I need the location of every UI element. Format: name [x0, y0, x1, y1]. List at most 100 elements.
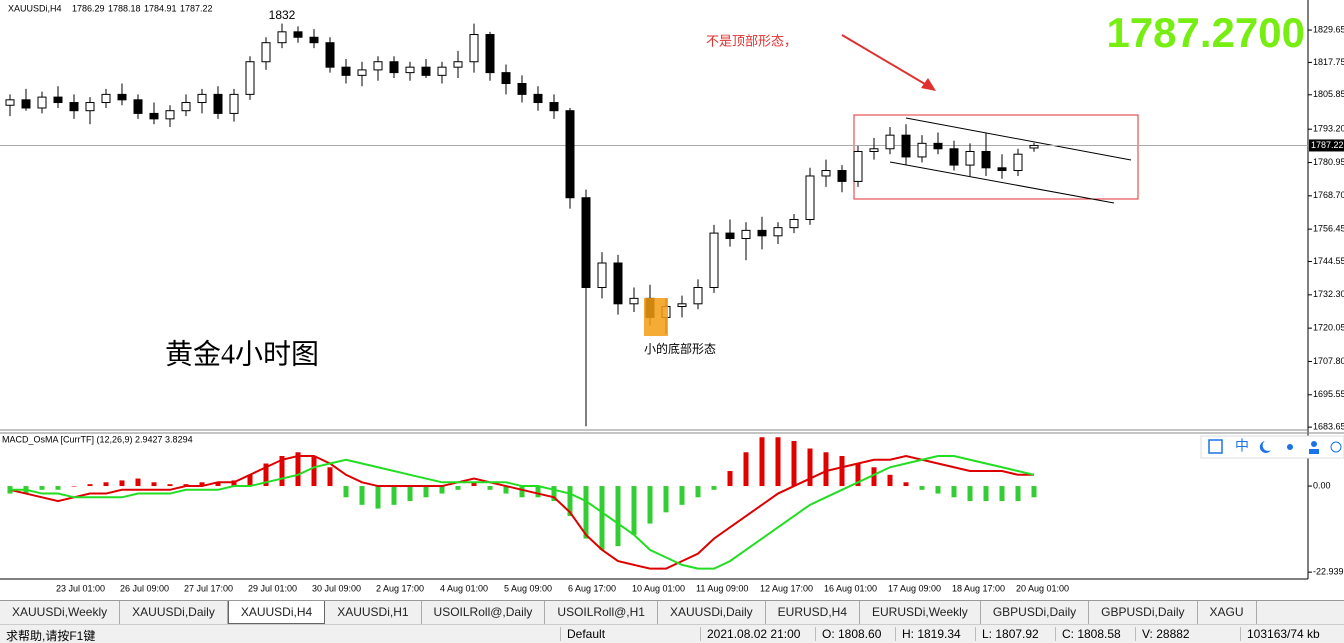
y-tick-label: 1707.80 [1313, 356, 1344, 366]
histogram-bar [823, 452, 829, 487]
current-price-label: 1787.22 [1311, 140, 1344, 150]
high-label: 1832 [269, 8, 296, 22]
y-tick-label: 1768.70 [1313, 190, 1344, 200]
histogram-bar [807, 448, 813, 487]
candle-body [709, 232, 719, 288]
histogram-bar [311, 456, 317, 487]
candle-body [133, 99, 143, 114]
tab[interactable]: XAUUSDi,H4 [227, 601, 326, 624]
x-tick-label: 26 Jul 09:00 [120, 583, 169, 593]
candle-body [405, 66, 415, 74]
toolbar-icon[interactable] [1311, 441, 1317, 447]
candle-body [741, 229, 751, 240]
header-value: 1784.91 [144, 3, 177, 13]
x-tick-label: 6 Aug 17:00 [568, 583, 616, 593]
histogram-bar [775, 437, 781, 487]
histogram-bar [983, 486, 989, 502]
toolbar-icon[interactable] [1330, 441, 1342, 453]
header-value: 1787.22 [180, 3, 213, 13]
candle-body [389, 61, 399, 74]
candle-body [469, 34, 479, 63]
histogram-bar [199, 482, 205, 487]
x-tick-label: 2 Aug 17:00 [376, 583, 424, 593]
status-bar: 求帮助,请按F1键 Default 2021.08.02 21:00 O: 1808.… [0, 624, 1344, 643]
candle-body [437, 66, 447, 76]
toolbar-label[interactable]: 中 [1235, 438, 1249, 454]
price-display: 1787.2700 [1106, 9, 1305, 56]
candle-body [117, 93, 127, 101]
arrow-head [921, 78, 936, 91]
candle-body [997, 167, 1007, 172]
histogram-bar [887, 474, 893, 487]
histogram-bar [695, 486, 701, 498]
tab[interactable]: USOILRoll@,H1 [545, 601, 658, 624]
toolbar-icon[interactable] [1309, 449, 1319, 454]
candle-body [21, 99, 31, 109]
y-tick-label: 1720.05 [1313, 323, 1344, 333]
background [0, 0, 1344, 600]
candle-body [901, 134, 911, 158]
highlight-marker [644, 298, 668, 336]
histogram-bar [631, 486, 637, 535]
histogram-bar [935, 486, 941, 494]
tab[interactable]: XAUUSDi,Weekly [0, 601, 121, 624]
toolbar-icon[interactable] [1208, 439, 1223, 454]
histogram-bar [327, 467, 333, 487]
tab[interactable]: GBPUSDi,Daily [981, 601, 1090, 624]
candle-body [597, 262, 607, 288]
candle-body [981, 150, 991, 169]
histogram-bar [455, 486, 461, 490]
candle-body [693, 286, 703, 305]
toolbar-icon[interactable] [1259, 441, 1271, 453]
histogram-bar [375, 486, 381, 509]
indicator-line [10, 455, 1035, 570]
candle-body [181, 102, 191, 112]
candle-body [1029, 144, 1039, 149]
tab[interactable]: XAUUSDi,Daily [120, 601, 228, 624]
tab[interactable]: USOILRoll@,Daily [422, 601, 546, 624]
candle-body [917, 142, 927, 158]
tab[interactable]: EURUSDi,Weekly [860, 601, 981, 624]
tab[interactable]: XAUUSDi,Daily [658, 601, 766, 624]
symbol-label: XAUUSDi,H4 [8, 3, 62, 13]
histogram-bar [55, 486, 61, 490]
toolbar[interactable]: 中 [1200, 435, 1344, 459]
x-tick-label: 18 Aug 17:00 [952, 583, 1005, 593]
candle-body [101, 93, 111, 104]
histogram-bar [1031, 486, 1037, 498]
candle-body [165, 110, 175, 120]
candle-body [261, 42, 271, 63]
trend-line [889, 161, 1115, 204]
toolbar-box [1200, 435, 1344, 459]
histogram-bar [215, 482, 221, 487]
candle-body [277, 31, 287, 44]
status-field: H: 1819.34 [895, 627, 961, 641]
histogram-bar [679, 486, 685, 505]
tab[interactable]: GBPUSDi,Daily [1089, 601, 1198, 624]
y-tick-label: 1780.95 [1313, 157, 1344, 167]
candle-body [869, 148, 879, 152]
trend-line [905, 117, 1132, 161]
histogram-bar [535, 486, 541, 498]
candle-body [485, 34, 495, 74]
histogram-bar [727, 471, 733, 487]
candle-body [773, 227, 783, 237]
chart-note: 不是顶部形态， [706, 33, 797, 48]
histogram-bar [391, 486, 397, 505]
toolbar-icon[interactable] [1287, 444, 1293, 450]
y-tick-label: 1793.20 [1313, 124, 1344, 134]
tab[interactable]: XAGU [1198, 601, 1257, 624]
candle-body [549, 102, 559, 112]
tab[interactable]: EURUSD,H4 [766, 601, 861, 624]
histogram-bar [39, 486, 45, 490]
y-tick-label: 1744.55 [1313, 256, 1344, 266]
histogram-bar [711, 486, 717, 490]
tab[interactable]: XAUUSDi,H1 [325, 601, 422, 624]
histogram-bar [487, 486, 493, 490]
x-tick-label: 16 Aug 01:00 [824, 583, 877, 593]
chart: XAUUSDi,H4 1787.2700 黄金4小时图 小的底部形态 不是顶部形… [0, 0, 1344, 600]
candle-body [69, 102, 79, 112]
status-field: Default [560, 627, 605, 641]
status-field: O: 1808.60 [815, 627, 881, 641]
